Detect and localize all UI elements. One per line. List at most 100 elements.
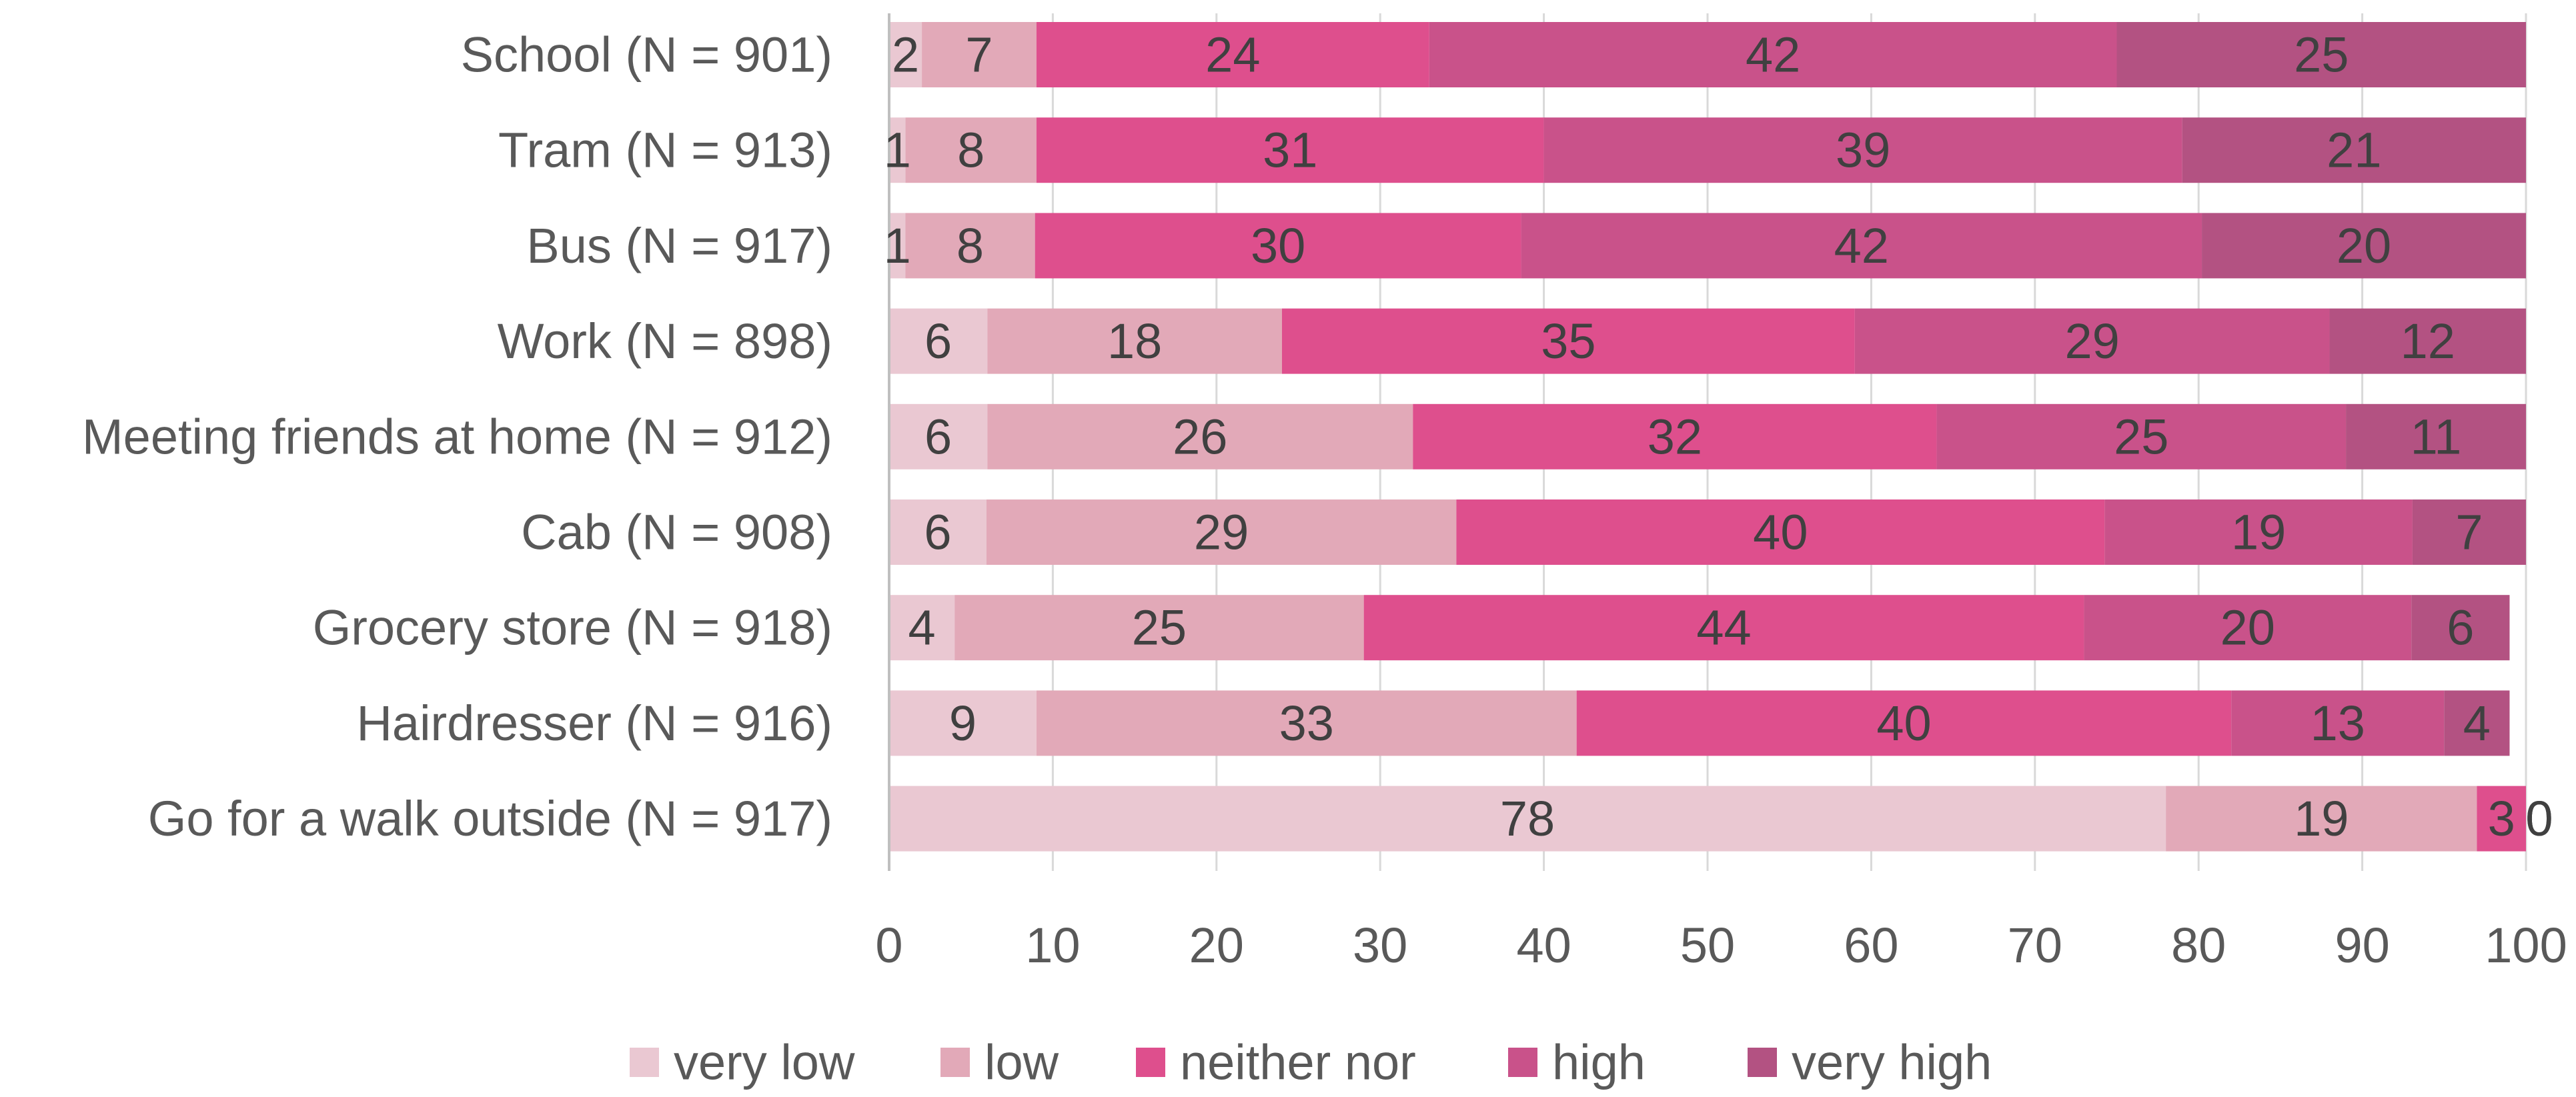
category-label: Work (N = 898) bbox=[498, 313, 832, 369]
bar-segment bbox=[905, 117, 1037, 183]
data-label: 30 bbox=[1251, 218, 1305, 273]
x-tick-label: 60 bbox=[1844, 918, 1898, 973]
category-label: Cab (N = 908) bbox=[521, 505, 832, 560]
data-label: 1 bbox=[884, 218, 911, 273]
data-label: 12 bbox=[2401, 313, 2455, 369]
data-label: 40 bbox=[1753, 505, 1808, 560]
bar-segment bbox=[1281, 308, 1855, 374]
data-label: 42 bbox=[1746, 27, 1800, 83]
bar-segment bbox=[1429, 22, 2117, 87]
data-label: 6 bbox=[924, 313, 952, 369]
data-labels: 2 7 24 42 251 8 31 39 211 8 30 42 206 18 35 29 126 26 32 25… bbox=[884, 27, 2553, 847]
data-label: 42 bbox=[1834, 218, 1889, 273]
bar-segment bbox=[1521, 213, 2202, 279]
category-label: Grocery store (N = 918) bbox=[313, 600, 832, 656]
bar-segment bbox=[889, 690, 1037, 756]
data-label: 4 bbox=[2463, 696, 2491, 751]
data-label: 0 bbox=[2525, 791, 2553, 846]
bar-segment bbox=[2412, 499, 2526, 565]
data-label: 33 bbox=[1279, 696, 1334, 751]
bar-segment bbox=[2411, 595, 2510, 661]
data-label: 25 bbox=[2114, 409, 2168, 464]
data-label: 19 bbox=[2231, 505, 2286, 560]
data-label: 78 bbox=[1500, 791, 1555, 846]
bar-segment bbox=[2202, 213, 2526, 279]
x-tick-label: 100 bbox=[2485, 918, 2567, 973]
data-label: 6 bbox=[2447, 600, 2474, 656]
bar-segment bbox=[889, 308, 988, 374]
bar-segment bbox=[1413, 403, 1937, 469]
bar-segment bbox=[2084, 595, 2412, 661]
data-label: 18 bbox=[1107, 313, 1162, 369]
data-label: 29 bbox=[2065, 313, 2120, 369]
data-label: 29 bbox=[1194, 505, 1249, 560]
data-label: 1 bbox=[884, 123, 911, 178]
data-label: 21 bbox=[2327, 123, 2381, 178]
x-tick-label: 50 bbox=[1680, 918, 1735, 973]
bar-segment bbox=[922, 22, 1037, 87]
legend: very low low neither nor high very high bbox=[630, 1035, 1992, 1090]
data-label: 26 bbox=[1173, 409, 1227, 464]
data-label: 39 bbox=[1836, 123, 1890, 178]
data-label: 13 bbox=[2311, 696, 2365, 751]
bar-segment bbox=[2166, 786, 2477, 852]
bar-segment bbox=[1854, 308, 2330, 374]
bar-segment bbox=[1363, 595, 2084, 661]
bar-segment bbox=[889, 403, 988, 469]
x-tick-label: 10 bbox=[1025, 918, 1080, 973]
bar-segment bbox=[889, 786, 2166, 852]
x-tick-label: 70 bbox=[2008, 918, 2062, 973]
data-label: 31 bbox=[1263, 123, 1317, 178]
data-label: 6 bbox=[924, 505, 951, 560]
data-label: 8 bbox=[957, 123, 985, 178]
data-label: 20 bbox=[2337, 218, 2391, 273]
category-label: School (N = 901) bbox=[461, 27, 832, 83]
data-label: 4 bbox=[908, 600, 936, 656]
legend-swatch bbox=[1508, 1048, 1537, 1077]
x-tick-label: 80 bbox=[2171, 918, 2226, 973]
legend-label: very low bbox=[674, 1035, 855, 1090]
x-tick-label: 30 bbox=[1353, 918, 1407, 973]
data-label: 6 bbox=[924, 409, 952, 464]
data-label: 20 bbox=[2220, 600, 2275, 656]
category-label: Go for a walk outside (N = 917) bbox=[148, 791, 832, 846]
bar-segment bbox=[2104, 499, 2413, 565]
category-label: Tram (N = 913) bbox=[498, 123, 832, 178]
data-label: 7 bbox=[2455, 505, 2483, 560]
legend-label: very high bbox=[1792, 1035, 1992, 1090]
bar-segment bbox=[889, 22, 922, 87]
data-label: 44 bbox=[1696, 600, 1751, 656]
category-label: Bus (N = 917) bbox=[526, 218, 832, 273]
x-tick-label: 0 bbox=[875, 918, 902, 973]
legend-swatch bbox=[630, 1048, 659, 1077]
bar-segment bbox=[987, 308, 1282, 374]
data-label: 25 bbox=[2294, 27, 2349, 83]
data-label: 8 bbox=[956, 218, 984, 273]
data-label: 11 bbox=[2411, 409, 2462, 464]
data-label: 0 bbox=[2525, 791, 2553, 846]
bar-segment bbox=[1936, 403, 2347, 469]
data-label: 7 bbox=[965, 27, 993, 83]
data-label: 2 bbox=[892, 27, 919, 83]
bar-segment bbox=[2231, 690, 2445, 756]
legend-swatch bbox=[1136, 1048, 1165, 1077]
bar-segment bbox=[2346, 403, 2526, 469]
data-label: 24 bbox=[1205, 27, 1260, 83]
bar-segment bbox=[1036, 22, 1429, 87]
data-label: 3 bbox=[2488, 791, 2515, 846]
legend-label: high bbox=[1552, 1035, 1646, 1090]
data-label: 25 bbox=[1132, 600, 1187, 656]
bar-segment bbox=[1036, 690, 1577, 756]
legend-label: low bbox=[985, 1035, 1059, 1090]
bar-segment bbox=[889, 595, 955, 661]
legend-swatch bbox=[940, 1048, 970, 1077]
bar-segment bbox=[1035, 213, 1521, 279]
x-tick-label: 40 bbox=[1516, 918, 1571, 973]
bar-segment bbox=[889, 213, 906, 279]
x-tick-label: 20 bbox=[1189, 918, 1244, 973]
bar-segment bbox=[954, 595, 1364, 661]
legend-swatch bbox=[1748, 1048, 1777, 1077]
category-label: Meeting friends at home (N = 912) bbox=[82, 409, 832, 464]
legend-label: neither nor bbox=[1180, 1035, 1416, 1090]
